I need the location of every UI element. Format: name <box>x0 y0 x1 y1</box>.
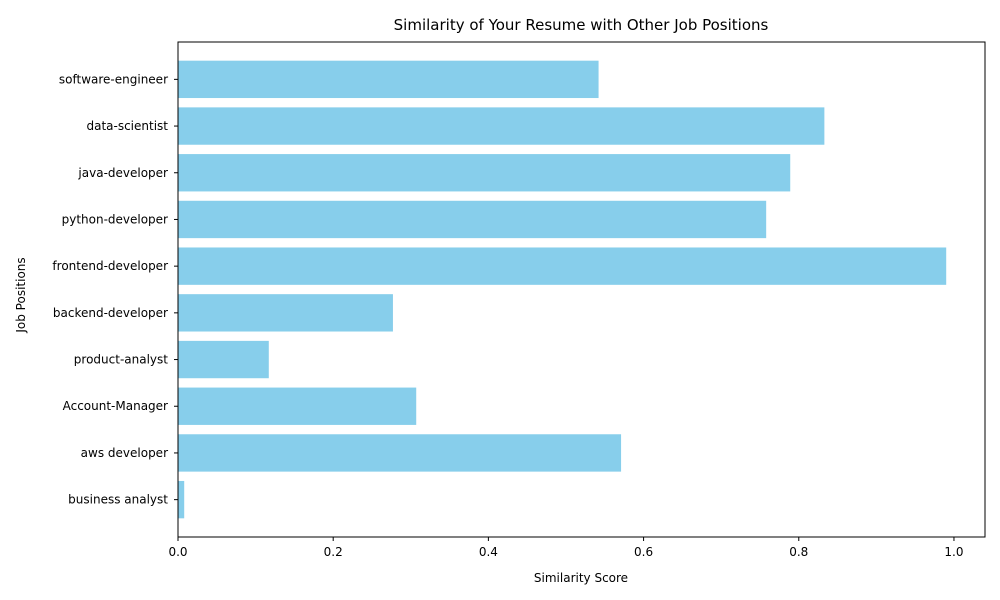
chart-title: Similarity of Your Resume with Other Job… <box>394 16 769 34</box>
bar-3 <box>178 200 767 239</box>
x-tick-label: 1.0 <box>944 545 963 559</box>
bar-9 <box>178 480 185 519</box>
bar-2 <box>178 154 791 192</box>
bar-5 <box>178 294 393 332</box>
y-tick-label: software-engineer <box>59 72 168 86</box>
y-tick-label: backend-developer <box>53 306 168 320</box>
y-tick-label: python-developer <box>62 212 168 226</box>
y-tick-label: data-scientist <box>86 119 168 133</box>
y-tick-label: aws developer <box>81 446 168 460</box>
bar-4 <box>178 247 947 285</box>
y-tick-label: Account-Manager <box>63 399 168 413</box>
plot-frame <box>177 41 986 538</box>
bar-1 <box>178 107 825 145</box>
y-axis-label: Job Positions <box>14 257 28 333</box>
y-tick-label: java-developer <box>77 166 168 180</box>
x-tick-label: 0.2 <box>324 545 343 559</box>
bar-7 <box>178 387 417 425</box>
y-tick-label: business analyst <box>68 493 168 507</box>
bar-6 <box>178 340 269 379</box>
x-axis-ticks: 0.0 0.2 0.4 0.6 0.8 1.0 <box>168 537 964 559</box>
y-tick-label: product-analyst <box>74 353 168 367</box>
bars-group <box>178 60 947 519</box>
bar-8 <box>178 434 622 472</box>
x-tick-label: 0.8 <box>789 545 808 559</box>
x-tick-label: 0.0 <box>168 545 187 559</box>
y-tick-label: frontend-developer <box>52 259 168 273</box>
bar-0 <box>178 60 599 99</box>
x-tick-label: 0.6 <box>634 545 653 559</box>
x-tick-label: 0.4 <box>479 545 498 559</box>
y-axis-ticks: software-engineer data-scientist java-deve… <box>52 72 178 507</box>
x-axis-label: Similarity Score <box>534 571 628 585</box>
